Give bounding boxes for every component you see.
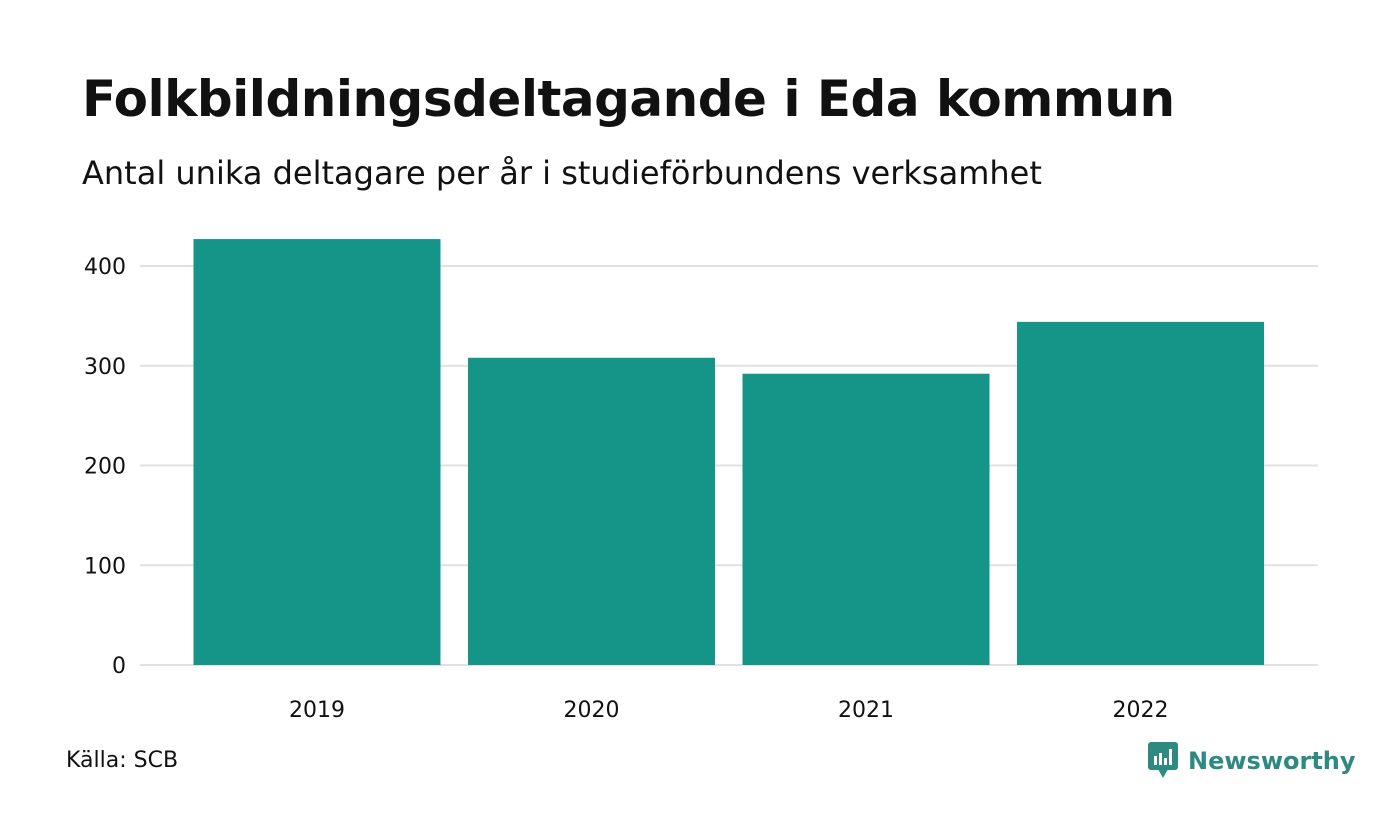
brand-logo: Newsworthy bbox=[1148, 742, 1356, 780]
chart-title: Folkbildningsdeltagande i Eda kommun bbox=[82, 70, 1175, 128]
bar-2019 bbox=[193, 239, 441, 665]
y-tick-label: 100 bbox=[84, 554, 126, 579]
bar-chart: 0 100 200 300 400 2019 2020 2021 2022 bbox=[84, 239, 1318, 723]
x-axis-ticks: 2019 2020 2021 2022 bbox=[289, 698, 1169, 723]
brand-name: Newsworthy bbox=[1188, 747, 1356, 775]
bar-2021 bbox=[742, 373, 990, 665]
x-tick-label: 2021 bbox=[838, 698, 894, 723]
y-axis-ticks: 0 100 200 300 400 bbox=[84, 255, 126, 679]
y-tick-label: 200 bbox=[84, 455, 126, 480]
y-tick-label: 300 bbox=[84, 355, 126, 380]
newsworthy-logo-icon bbox=[1148, 742, 1178, 778]
chart-subtitle: Antal unika deltagare per år i studieför… bbox=[82, 154, 1042, 192]
x-tick-label: 2019 bbox=[289, 698, 345, 723]
source-note: Källa: SCB bbox=[66, 748, 179, 773]
bar-2020 bbox=[468, 357, 715, 665]
y-tick-label: 400 bbox=[84, 255, 126, 280]
y-tick-label: 0 bbox=[112, 654, 126, 679]
x-tick-label: 2022 bbox=[1113, 698, 1169, 723]
x-tick-label: 2020 bbox=[564, 698, 620, 723]
bar-2022 bbox=[1017, 321, 1264, 665]
bars bbox=[193, 239, 1264, 665]
